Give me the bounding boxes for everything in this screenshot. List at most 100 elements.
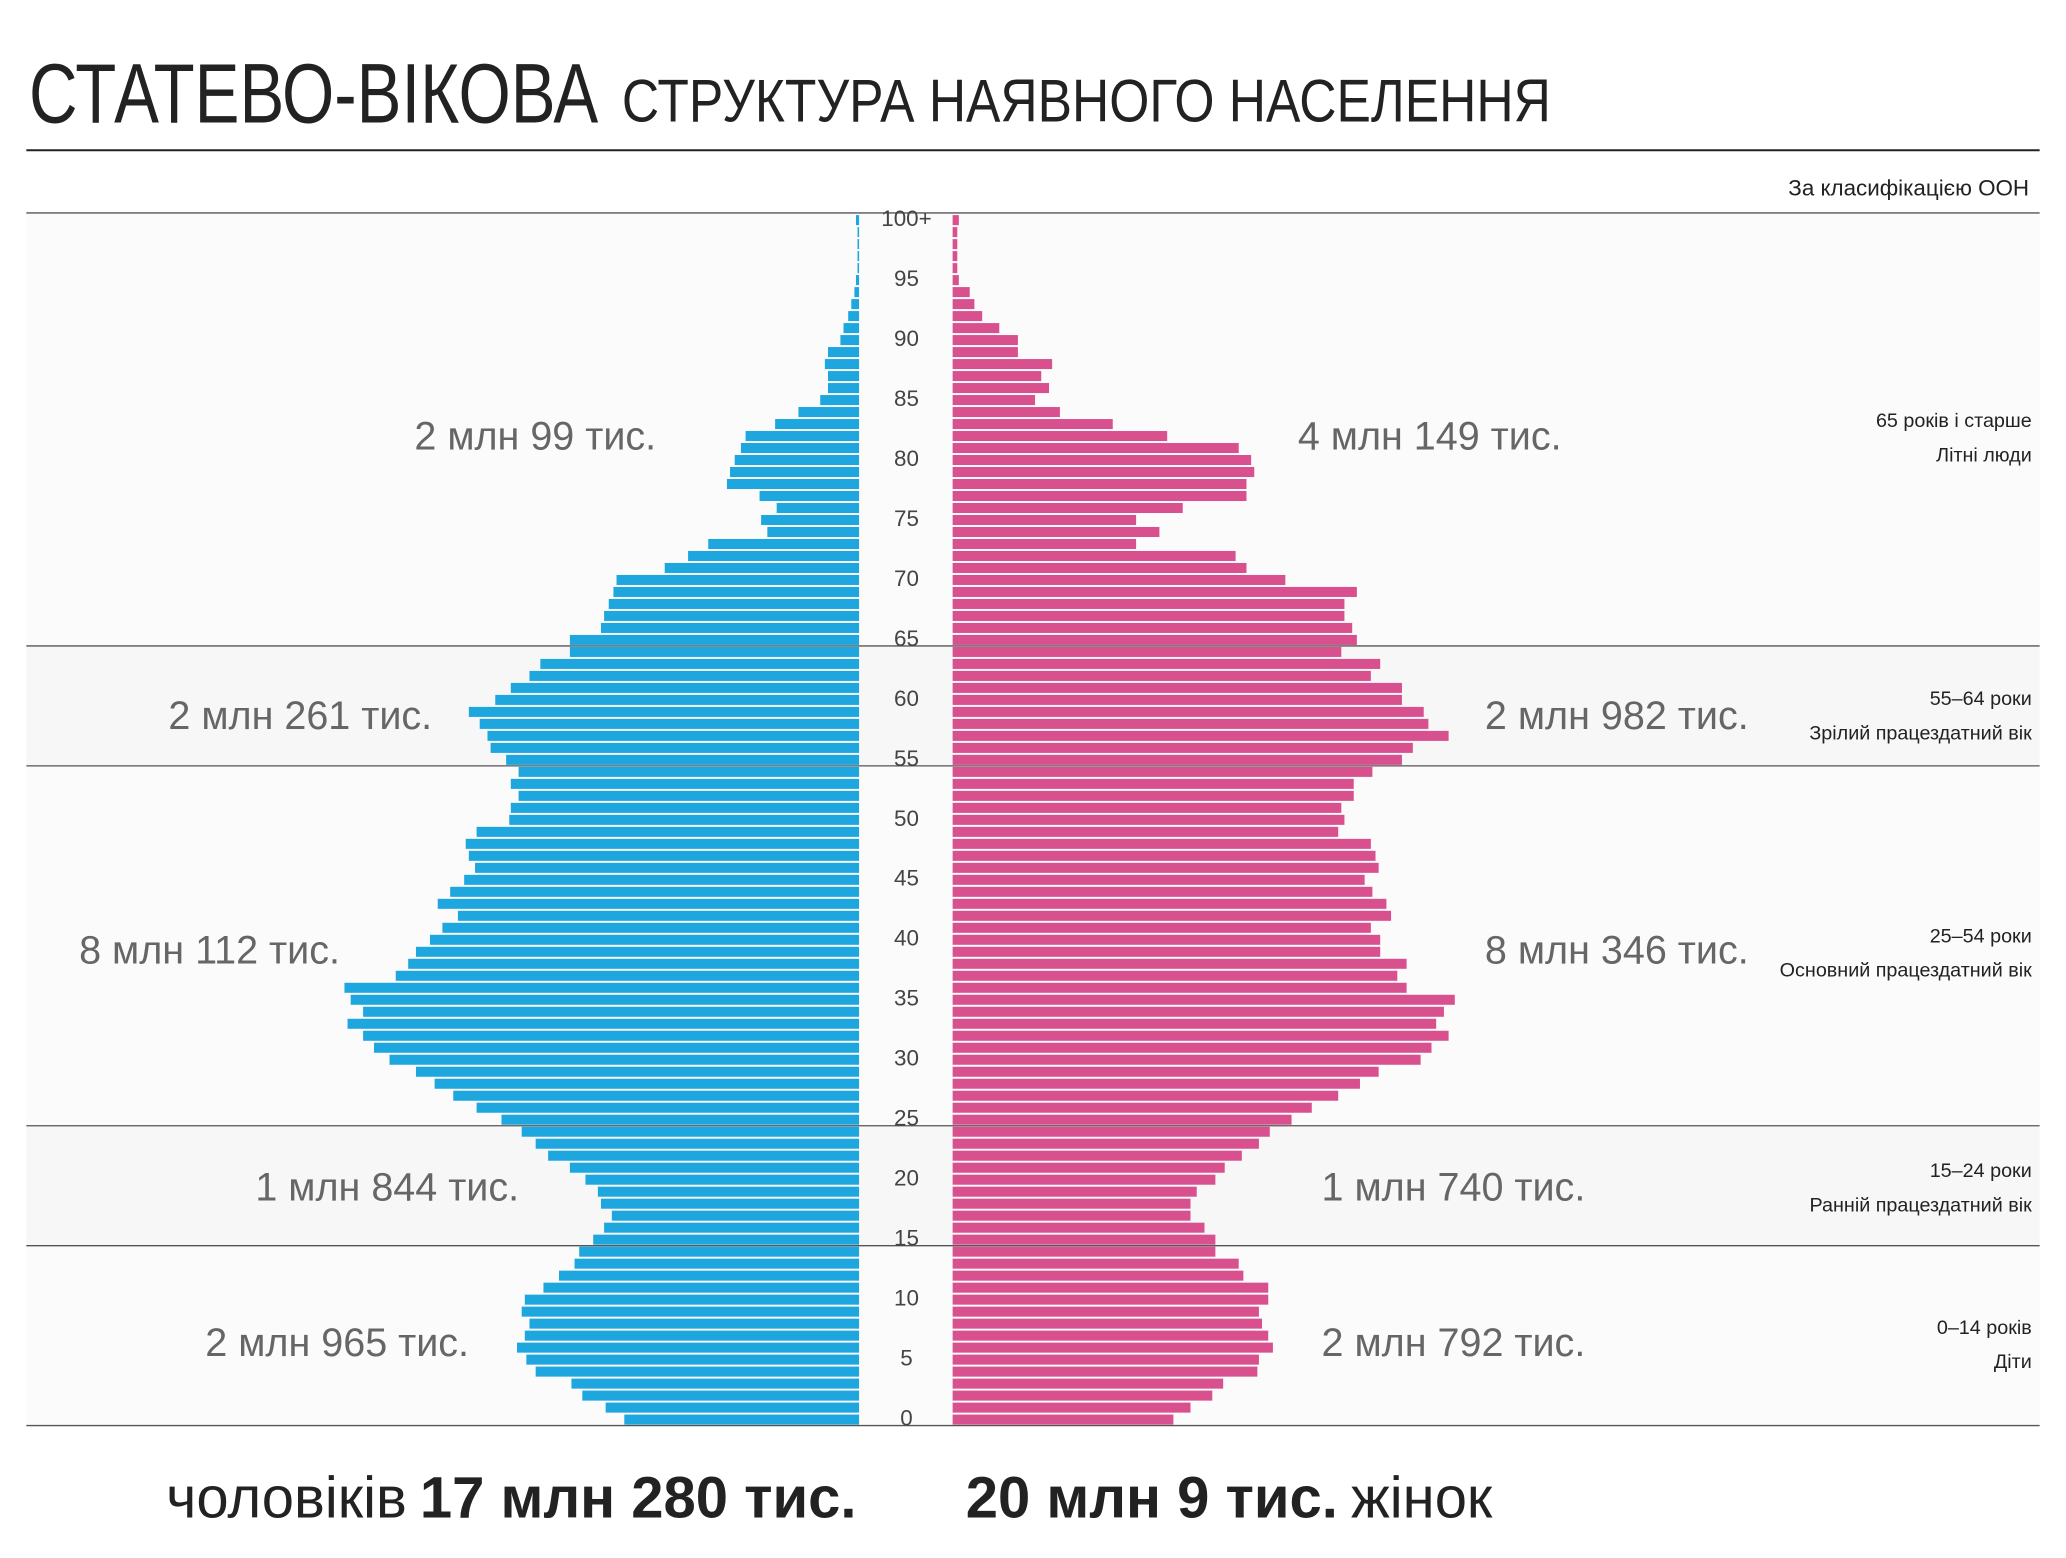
male-bar bbox=[476, 1102, 860, 1113]
female-bar bbox=[952, 838, 1371, 849]
female-bar bbox=[952, 538, 1137, 549]
male-bar bbox=[767, 526, 860, 537]
male-bar bbox=[415, 946, 860, 957]
male-bar bbox=[664, 562, 860, 573]
male-bar bbox=[843, 323, 860, 334]
female-bar bbox=[952, 1270, 1244, 1281]
female-group-label: 1 млн 740 тис. bbox=[1322, 1166, 1586, 1210]
female-bar bbox=[952, 1042, 1432, 1053]
female-bar bbox=[952, 706, 1424, 717]
male-bar bbox=[506, 754, 860, 765]
female-bar bbox=[952, 1066, 1379, 1077]
male-bar bbox=[543, 1282, 860, 1293]
female-bar bbox=[952, 1330, 1269, 1341]
male-bar bbox=[840, 335, 860, 346]
male-bar bbox=[759, 490, 860, 502]
group-age-label: 0–14 років bbox=[1937, 1317, 2032, 1339]
male-bar bbox=[517, 1342, 860, 1353]
male-group-label: 2 млн 965 тис. bbox=[205, 1321, 469, 1365]
male-group-label: 2 млн 261 тис. bbox=[168, 694, 432, 738]
male-bar bbox=[857, 263, 860, 274]
male-bar bbox=[600, 1198, 860, 1209]
female-bar bbox=[952, 562, 1247, 573]
female-bar bbox=[952, 1318, 1263, 1329]
group-age-label: 15–24 роки bbox=[1930, 1160, 2032, 1182]
male-bar bbox=[827, 347, 860, 358]
age-label: 95 bbox=[894, 266, 919, 291]
female-bar bbox=[952, 1342, 1273, 1353]
male-bar bbox=[604, 1222, 860, 1233]
male-bar bbox=[624, 1414, 860, 1425]
female-group-label: 4 млн 149 тис. bbox=[1298, 414, 1562, 458]
age-label: 100+ bbox=[881, 206, 931, 231]
male-bar bbox=[855, 215, 860, 226]
male-bar bbox=[824, 359, 860, 370]
male-name: чоловіків bbox=[166, 1467, 407, 1531]
male-bar bbox=[350, 994, 860, 1005]
chart-title: СТАТЕВО-ВІКОВА bbox=[29, 46, 599, 140]
male-bar bbox=[761, 514, 860, 526]
female-bar bbox=[952, 982, 1407, 993]
male-bar bbox=[389, 1054, 860, 1065]
age-label: 55 bbox=[894, 746, 919, 771]
age-label: 5 bbox=[900, 1346, 912, 1371]
female-bar bbox=[952, 1054, 1421, 1065]
section-band bbox=[26, 212, 2040, 646]
female-bar bbox=[952, 1246, 1216, 1257]
male-bar bbox=[605, 1402, 860, 1413]
male-bar bbox=[600, 622, 860, 633]
male-bar bbox=[827, 371, 860, 382]
male-bar bbox=[827, 383, 860, 394]
female-bar bbox=[952, 1126, 1270, 1137]
female-bar bbox=[952, 766, 1373, 777]
male-bar bbox=[453, 1090, 860, 1101]
female-group-label: 2 млн 982 тис. bbox=[1485, 694, 1749, 738]
female-bar bbox=[952, 455, 1252, 466]
female-bar bbox=[952, 359, 1053, 370]
age-label: 20 bbox=[894, 1166, 919, 1191]
female-bar bbox=[952, 395, 1036, 406]
female-bar bbox=[952, 287, 970, 298]
female-bar bbox=[952, 694, 1402, 705]
female-bar bbox=[952, 718, 1429, 729]
male-bar bbox=[475, 862, 860, 873]
female-bar bbox=[952, 730, 1449, 741]
age-label: 60 bbox=[894, 686, 919, 711]
female-total: 20 млн 9 тис. жінок bbox=[966, 1467, 1493, 1531]
male-bar bbox=[535, 1138, 860, 1149]
age-label: 80 bbox=[894, 446, 919, 471]
section-band bbox=[26, 765, 2040, 1126]
age-label: 85 bbox=[894, 386, 919, 411]
female-bar bbox=[952, 646, 1342, 657]
female-total-value: 20 млн 9 тис. bbox=[966, 1467, 1338, 1531]
male-bar bbox=[848, 311, 860, 322]
male-bar bbox=[518, 766, 860, 777]
female-bar bbox=[952, 1030, 1449, 1041]
male-bar bbox=[775, 419, 860, 430]
age-label: 25 bbox=[894, 1106, 919, 1131]
age-label: 35 bbox=[894, 986, 919, 1011]
male-bar bbox=[518, 790, 860, 801]
female-bar bbox=[952, 443, 1239, 454]
female-bar bbox=[952, 1294, 1269, 1305]
male-bar bbox=[730, 467, 860, 478]
male-bar bbox=[616, 574, 860, 585]
male-bar bbox=[363, 1006, 860, 1017]
age-label: 15 bbox=[894, 1226, 919, 1251]
group-age-label: 65 років і старше bbox=[1876, 410, 2032, 432]
female-bar bbox=[952, 922, 1371, 933]
male-bar bbox=[540, 658, 860, 669]
male-bar bbox=[593, 1234, 860, 1245]
female-bar bbox=[952, 1282, 1269, 1293]
age-label: 10 bbox=[894, 1286, 919, 1311]
male-bar bbox=[857, 251, 860, 262]
male-bar bbox=[457, 910, 860, 921]
female-bar bbox=[952, 1138, 1259, 1149]
male-bar bbox=[434, 1078, 860, 1089]
male-bar bbox=[521, 1306, 860, 1317]
female-bar bbox=[952, 419, 1113, 430]
male-bar bbox=[501, 1114, 860, 1125]
male-bar bbox=[571, 1378, 860, 1389]
male-bar bbox=[734, 455, 860, 466]
